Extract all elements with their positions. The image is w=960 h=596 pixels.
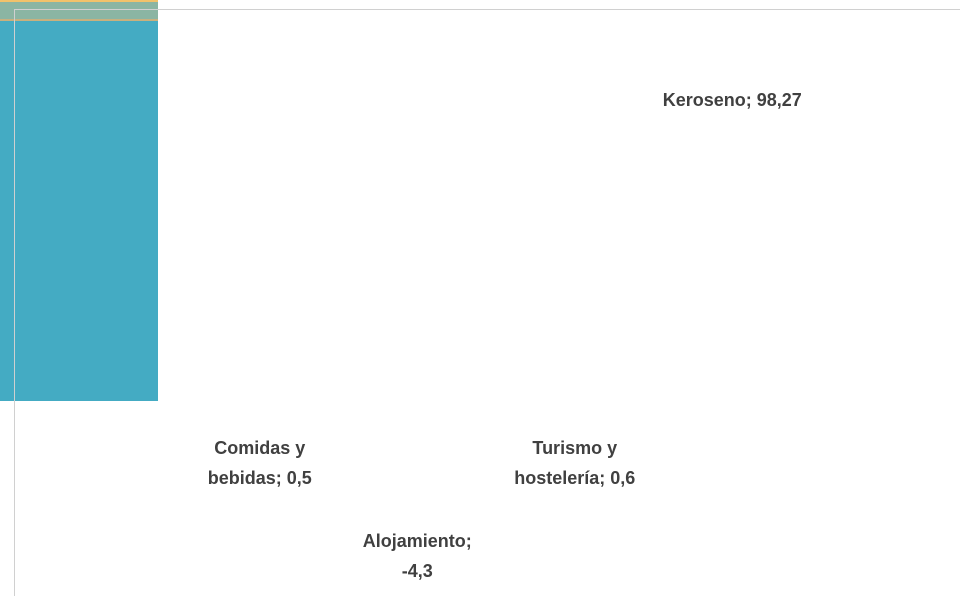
value-label: 98,27 [756,90,802,110]
bar [0,1,158,19]
label-separator: ; [275,468,282,489]
category-label: Alojamiento [362,530,466,551]
value-label: 0,5 [286,468,312,489]
value-label: -4,3 [401,560,433,581]
data-label: Keroseno; 98,27 [632,85,832,115]
category-label: Turismo y hostelería [514,437,618,488]
value-label: 0,6 [610,467,636,488]
label-separator: ; [745,90,752,110]
bar [0,20,158,401]
category-label: Comidas y bebidas [207,438,306,489]
category-label: Keroseno [662,90,746,110]
label-separator: ; [599,467,606,488]
data-label: Comidas y bebidas; 0,5 [197,433,322,493]
data-label: Alojamiento; -4,3 [355,526,480,586]
chart-frame [14,9,960,596]
data-label: Turismo y hostelería; 0,6 [512,433,637,493]
bar [0,0,158,2]
bar [0,18,158,21]
label-separator: ; [465,530,472,551]
